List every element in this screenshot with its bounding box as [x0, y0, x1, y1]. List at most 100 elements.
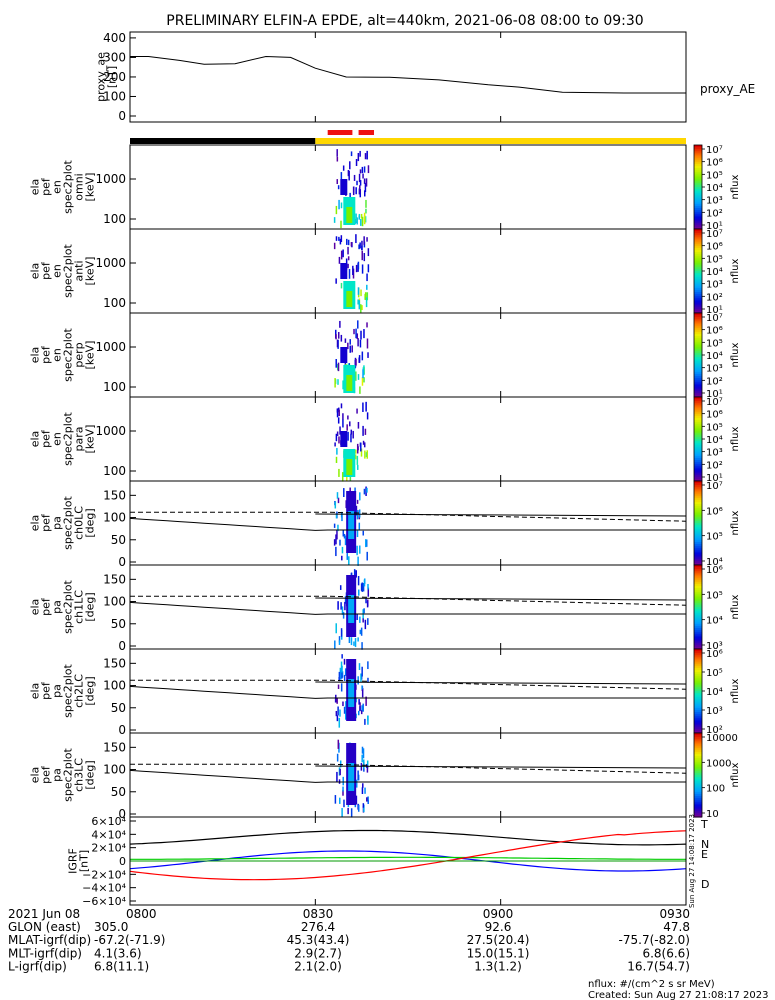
colorbar-label: nflux: [730, 258, 741, 283]
spectrum-pixel: [357, 299, 359, 305]
state-bar-eclipse: [130, 138, 316, 144]
colorbar-cell: [694, 394, 702, 398]
colorbar-tick-label: 10¹: [706, 305, 723, 316]
colorbar-cell: [694, 804, 702, 808]
spectrum-pixel: [357, 637, 359, 642]
state-bar-science-zone: [358, 130, 375, 135]
ephemeris-value: 305.0: [94, 920, 128, 934]
spectrum-pixel: [367, 799, 369, 804]
series-label: N: [701, 838, 709, 851]
colorbar-cell: [694, 166, 702, 169]
colorbar-cell: [694, 812, 702, 816]
spectrum-pixel: [366, 487, 368, 493]
colorbar-cell: [694, 424, 702, 427]
colorbar-cell: [694, 283, 702, 287]
colorbar-cell: [694, 760, 702, 763]
spectrum-pixel: [362, 425, 364, 436]
ephemeris-value: 6.8(6.6): [642, 946, 690, 960]
colorbar-cell: [694, 245, 702, 249]
colorbar-tick-label: 10⁷: [706, 481, 723, 492]
colorbar-cell: [694, 199, 702, 203]
colorbar-cell: [694, 743, 702, 747]
spectrum-pixel: [337, 601, 339, 610]
ylabel-line: en: [51, 264, 64, 278]
colorbar-cell: [694, 355, 702, 358]
colorbar-tick-label: 10⁶: [706, 158, 723, 169]
flux-core: [340, 179, 348, 195]
spectrum-pixel: [347, 256, 350, 261]
spectrum-pixel: [361, 166, 364, 174]
colorbar-cell: [694, 672, 702, 675]
colorbar-cell: [694, 373, 702, 377]
spectrum-pixel: [336, 698, 338, 704]
spectrum-pixel: [352, 265, 354, 276]
colorbar-cell: [694, 180, 702, 184]
ylabel-line: ch2LC: [73, 674, 86, 708]
spectrum-pixel: [358, 215, 360, 220]
igrf-t-line: [129, 829, 687, 846]
y-tick-label: 100: [103, 380, 126, 394]
colorbar-cell: [694, 663, 702, 667]
anti-loss-cone-line: [130, 763, 687, 774]
colorbar-cell: [694, 411, 702, 415]
colorbar-cell: [694, 796, 702, 799]
spectrum-pixel: [357, 676, 359, 685]
y-tick-label: 0: [118, 639, 126, 653]
colorbar-frame: [693, 732, 703, 818]
spectrum-pixel: [344, 710, 347, 720]
flux-core: [346, 291, 353, 307]
spectrum-pixel: [358, 663, 361, 671]
colorbar-cell: [694, 716, 702, 719]
spectrum-pixel: [366, 237, 368, 242]
spectrum-pixel: [360, 330, 362, 340]
colorbar-tick-label: 10²: [706, 460, 723, 471]
colorbar-cell: [694, 520, 702, 524]
colorbar-cell: [694, 617, 702, 621]
colorbar-cell: [694, 754, 702, 757]
colorbar-tick-label: 10²: [706, 208, 723, 219]
colorbar-cell: [694, 418, 702, 421]
spectrum-pixel: [364, 718, 366, 725]
colorbar-cell: [694, 625, 702, 629]
colorbar-cell: [694, 460, 702, 463]
colorbar-cell: [694, 544, 702, 547]
footer-units: nflux: #/(cm^2 s sr MeV): [588, 979, 715, 990]
spectrum-pixel: [346, 552, 349, 560]
flux-core: [346, 375, 353, 391]
y-tick-label: 100: [103, 595, 126, 609]
colorbar-cell: [694, 430, 702, 434]
colorbar-cell: [694, 361, 702, 364]
colorbar-tick-label: 10⁶: [706, 649, 723, 660]
colorbar-cell: [694, 317, 702, 320]
colorbar-cell: [694, 512, 702, 516]
loss-cone-line: [129, 685, 686, 699]
colorbar-cell: [694, 390, 702, 394]
colorbar-cell: [694, 646, 702, 650]
spectrum-pixel: [357, 287, 360, 295]
colorbar-cell: [694, 145, 702, 148]
colorbar-cell: [694, 588, 702, 591]
colorbar-cell: [694, 670, 702, 673]
colorbar-cell: [694, 726, 702, 730]
colorbar-cell: [694, 350, 702, 354]
spectrum-pixel: [352, 186, 355, 196]
colorbar-cell: [694, 701, 702, 705]
colorbar-cell: [694, 189, 702, 192]
colorbar-cell: [694, 237, 702, 241]
spectrum-pixel: [342, 701, 344, 707]
spectrum-pixel: [338, 717, 341, 728]
spectrum-pixel: [341, 672, 343, 679]
colorbar-cell: [694, 256, 702, 259]
colorbar-cell: [694, 464, 702, 467]
spectrum-pixel: [362, 369, 364, 379]
colorbar-cell: [694, 193, 702, 196]
colorbar-cell: [694, 254, 702, 257]
colorbar-cell: [694, 684, 702, 688]
spectrum-pixel: [361, 685, 363, 690]
colorbar-cell: [694, 531, 702, 535]
colorbar-cell: [694, 294, 702, 297]
spectrum-pixel: [337, 185, 340, 190]
ylabel-line: [deg]: [84, 676, 97, 705]
